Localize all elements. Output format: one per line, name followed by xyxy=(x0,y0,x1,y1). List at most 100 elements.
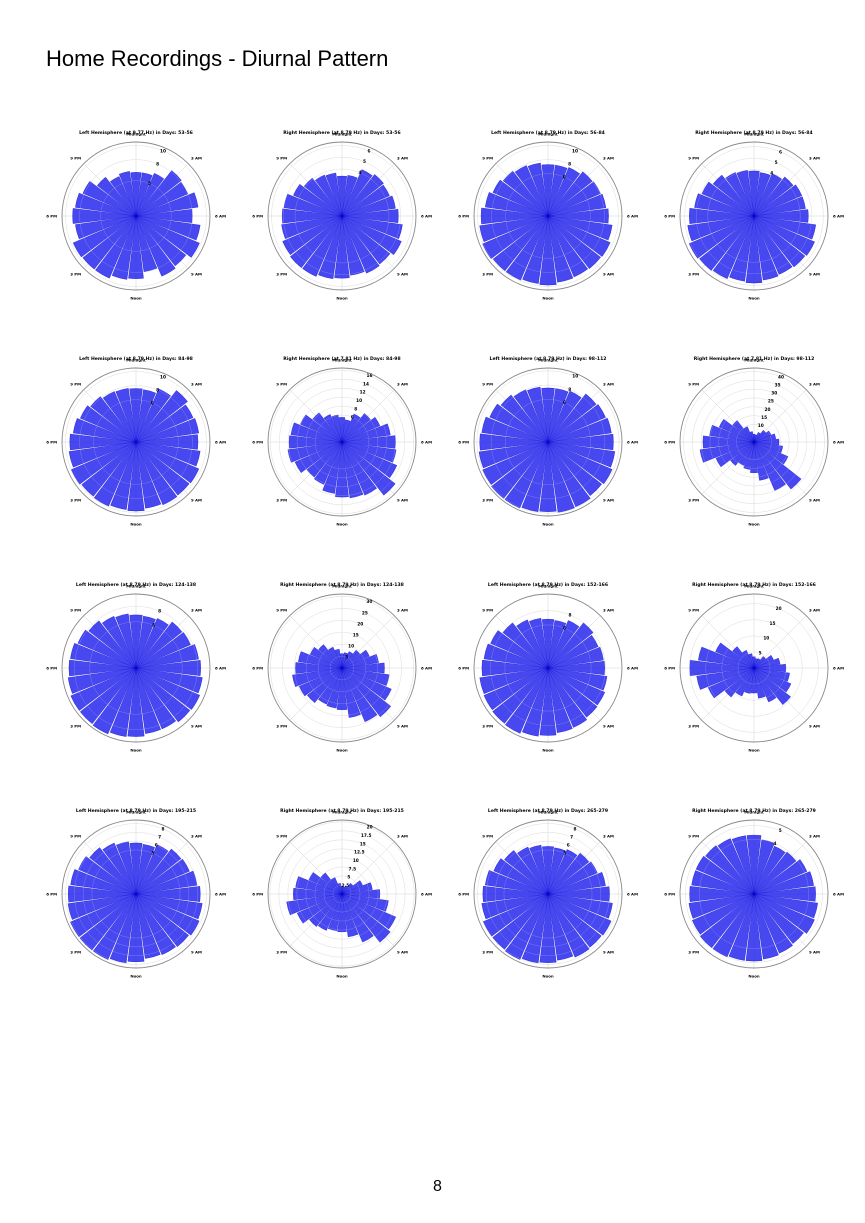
polar-bar xyxy=(341,667,361,718)
radial-tick-label: 20 xyxy=(776,606,782,612)
direction-label: Midnight xyxy=(744,809,764,814)
polar-bar xyxy=(307,667,343,703)
radial-tick-label: 20 xyxy=(367,825,373,831)
polar-bar xyxy=(135,893,203,920)
polar-frame xyxy=(473,141,623,291)
polar-bar xyxy=(743,426,755,443)
polar-bar xyxy=(702,435,755,449)
polar-bar xyxy=(135,390,188,443)
polar-bar xyxy=(753,215,793,275)
polar-bar xyxy=(753,893,818,919)
polar-bar xyxy=(728,893,755,961)
polar-bar xyxy=(753,893,793,954)
polar-frame xyxy=(267,593,417,743)
polar-bar xyxy=(492,667,549,724)
polar-bar xyxy=(752,656,756,669)
polar-frame xyxy=(61,593,211,743)
polar-chart-svg: Left Hemisphere (at 9.77 Hz) in Days: 53… xyxy=(46,130,226,300)
radial-tick-label: 6 xyxy=(563,626,566,632)
polar-bar xyxy=(502,622,549,669)
polar-bar xyxy=(341,419,351,443)
grid-ring-overlay xyxy=(279,379,405,505)
direction-label: 9 PM xyxy=(688,381,699,386)
polar-bar xyxy=(135,660,201,676)
direction-label: 3 AM xyxy=(191,381,202,386)
direction-label: 3 AM xyxy=(191,607,202,612)
radial-tick-label: 8 xyxy=(568,161,571,167)
polar-chart: Left Hemisphere (at 8.79 Hz) in Days: 12… xyxy=(46,578,251,758)
polar-bar xyxy=(547,622,594,669)
grid-ring-overlay xyxy=(705,619,803,717)
polar-bar xyxy=(341,184,390,217)
polar-bar xyxy=(341,654,379,669)
direction-label: 9 PM xyxy=(70,155,81,160)
direction-label: Noon xyxy=(336,747,348,752)
polar-bar xyxy=(753,667,777,703)
polar-chart: Left Hemisphere (at 8.79 Hz) in Days: 19… xyxy=(46,804,251,984)
grid-ring-overlay xyxy=(491,159,605,273)
polar-bar xyxy=(109,893,137,964)
chart-grid: Left Hemisphere (at 9.77 Hz) in Days: 53… xyxy=(46,126,846,986)
polar-bar xyxy=(68,659,137,677)
polar-bar xyxy=(541,618,555,669)
direction-label: Midnight xyxy=(332,131,352,136)
polar-bar xyxy=(341,215,380,274)
direction-label: 3 AM xyxy=(397,381,408,386)
direction-label: 3 AM xyxy=(603,381,614,386)
polar-bar xyxy=(547,893,613,919)
polar-bar xyxy=(504,850,549,895)
direction-label: Noon xyxy=(542,521,554,526)
polar-chart: Left Hemisphere (at 8.79 Hz) in Days: 84… xyxy=(46,352,251,532)
grid-ring-overlay xyxy=(74,606,198,730)
polar-bar xyxy=(109,176,137,217)
direction-label: 3 AM xyxy=(809,607,820,612)
polar-bar xyxy=(493,858,549,895)
radial-tick-label: 6 xyxy=(151,400,154,406)
direction-label: 6 PM xyxy=(664,891,675,896)
chart-title: Right Hemisphere (at 7.81 Hz) in Days: 9… xyxy=(694,356,815,362)
polar-bar xyxy=(547,646,604,669)
direction-label: Noon xyxy=(542,973,554,978)
direction-label: 9 AM xyxy=(809,497,820,502)
polar-bar xyxy=(699,893,755,949)
polar-bar xyxy=(341,893,374,943)
direction-label: Midnight xyxy=(332,809,352,814)
direction-label: Midnight xyxy=(744,131,764,136)
polar-bar xyxy=(341,880,363,895)
polar-bar xyxy=(341,441,398,479)
polar-bar xyxy=(92,667,137,735)
polar-bar xyxy=(547,441,613,485)
polar-bar xyxy=(542,846,554,895)
grid-ring-overlay xyxy=(296,848,388,940)
polar-bar xyxy=(127,893,145,962)
polar-chart: Right Hemisphere (at 8.79 Hz) in Days: 2… xyxy=(664,804,865,984)
polar-bar xyxy=(77,629,137,669)
polar-bar xyxy=(327,893,343,931)
polar-bar xyxy=(748,653,755,669)
radial-tick-label: 25 xyxy=(362,610,368,616)
direction-label: 3 AM xyxy=(603,833,614,838)
grid-ring-overlay xyxy=(269,821,415,967)
polar-bar xyxy=(504,441,549,509)
polar-bar xyxy=(547,667,606,706)
polar-bar xyxy=(303,177,343,217)
grid-ring-overlay xyxy=(699,839,809,949)
direction-label: 6 AM xyxy=(627,665,638,670)
polar-bar xyxy=(335,441,349,498)
polar-bar xyxy=(309,893,343,927)
direction-label: 9 AM xyxy=(603,497,614,502)
polar-bar xyxy=(505,215,549,281)
grid-ring-overlay xyxy=(503,849,593,939)
polar-bar xyxy=(341,885,348,895)
polar-bar xyxy=(281,208,343,224)
polar-bar xyxy=(547,390,582,443)
polar-bar xyxy=(341,667,392,701)
polar-bar xyxy=(732,420,755,443)
chart-title: Left Hemisphere (at 8.79 Hz) in Days: 19… xyxy=(76,808,196,814)
direction-label: 6 AM xyxy=(421,213,432,218)
polar-bar xyxy=(689,208,755,224)
polar-bar xyxy=(70,869,137,895)
direction-label: 9 PM xyxy=(688,155,699,160)
polar-bar xyxy=(135,192,199,217)
polar-frame xyxy=(267,367,417,517)
